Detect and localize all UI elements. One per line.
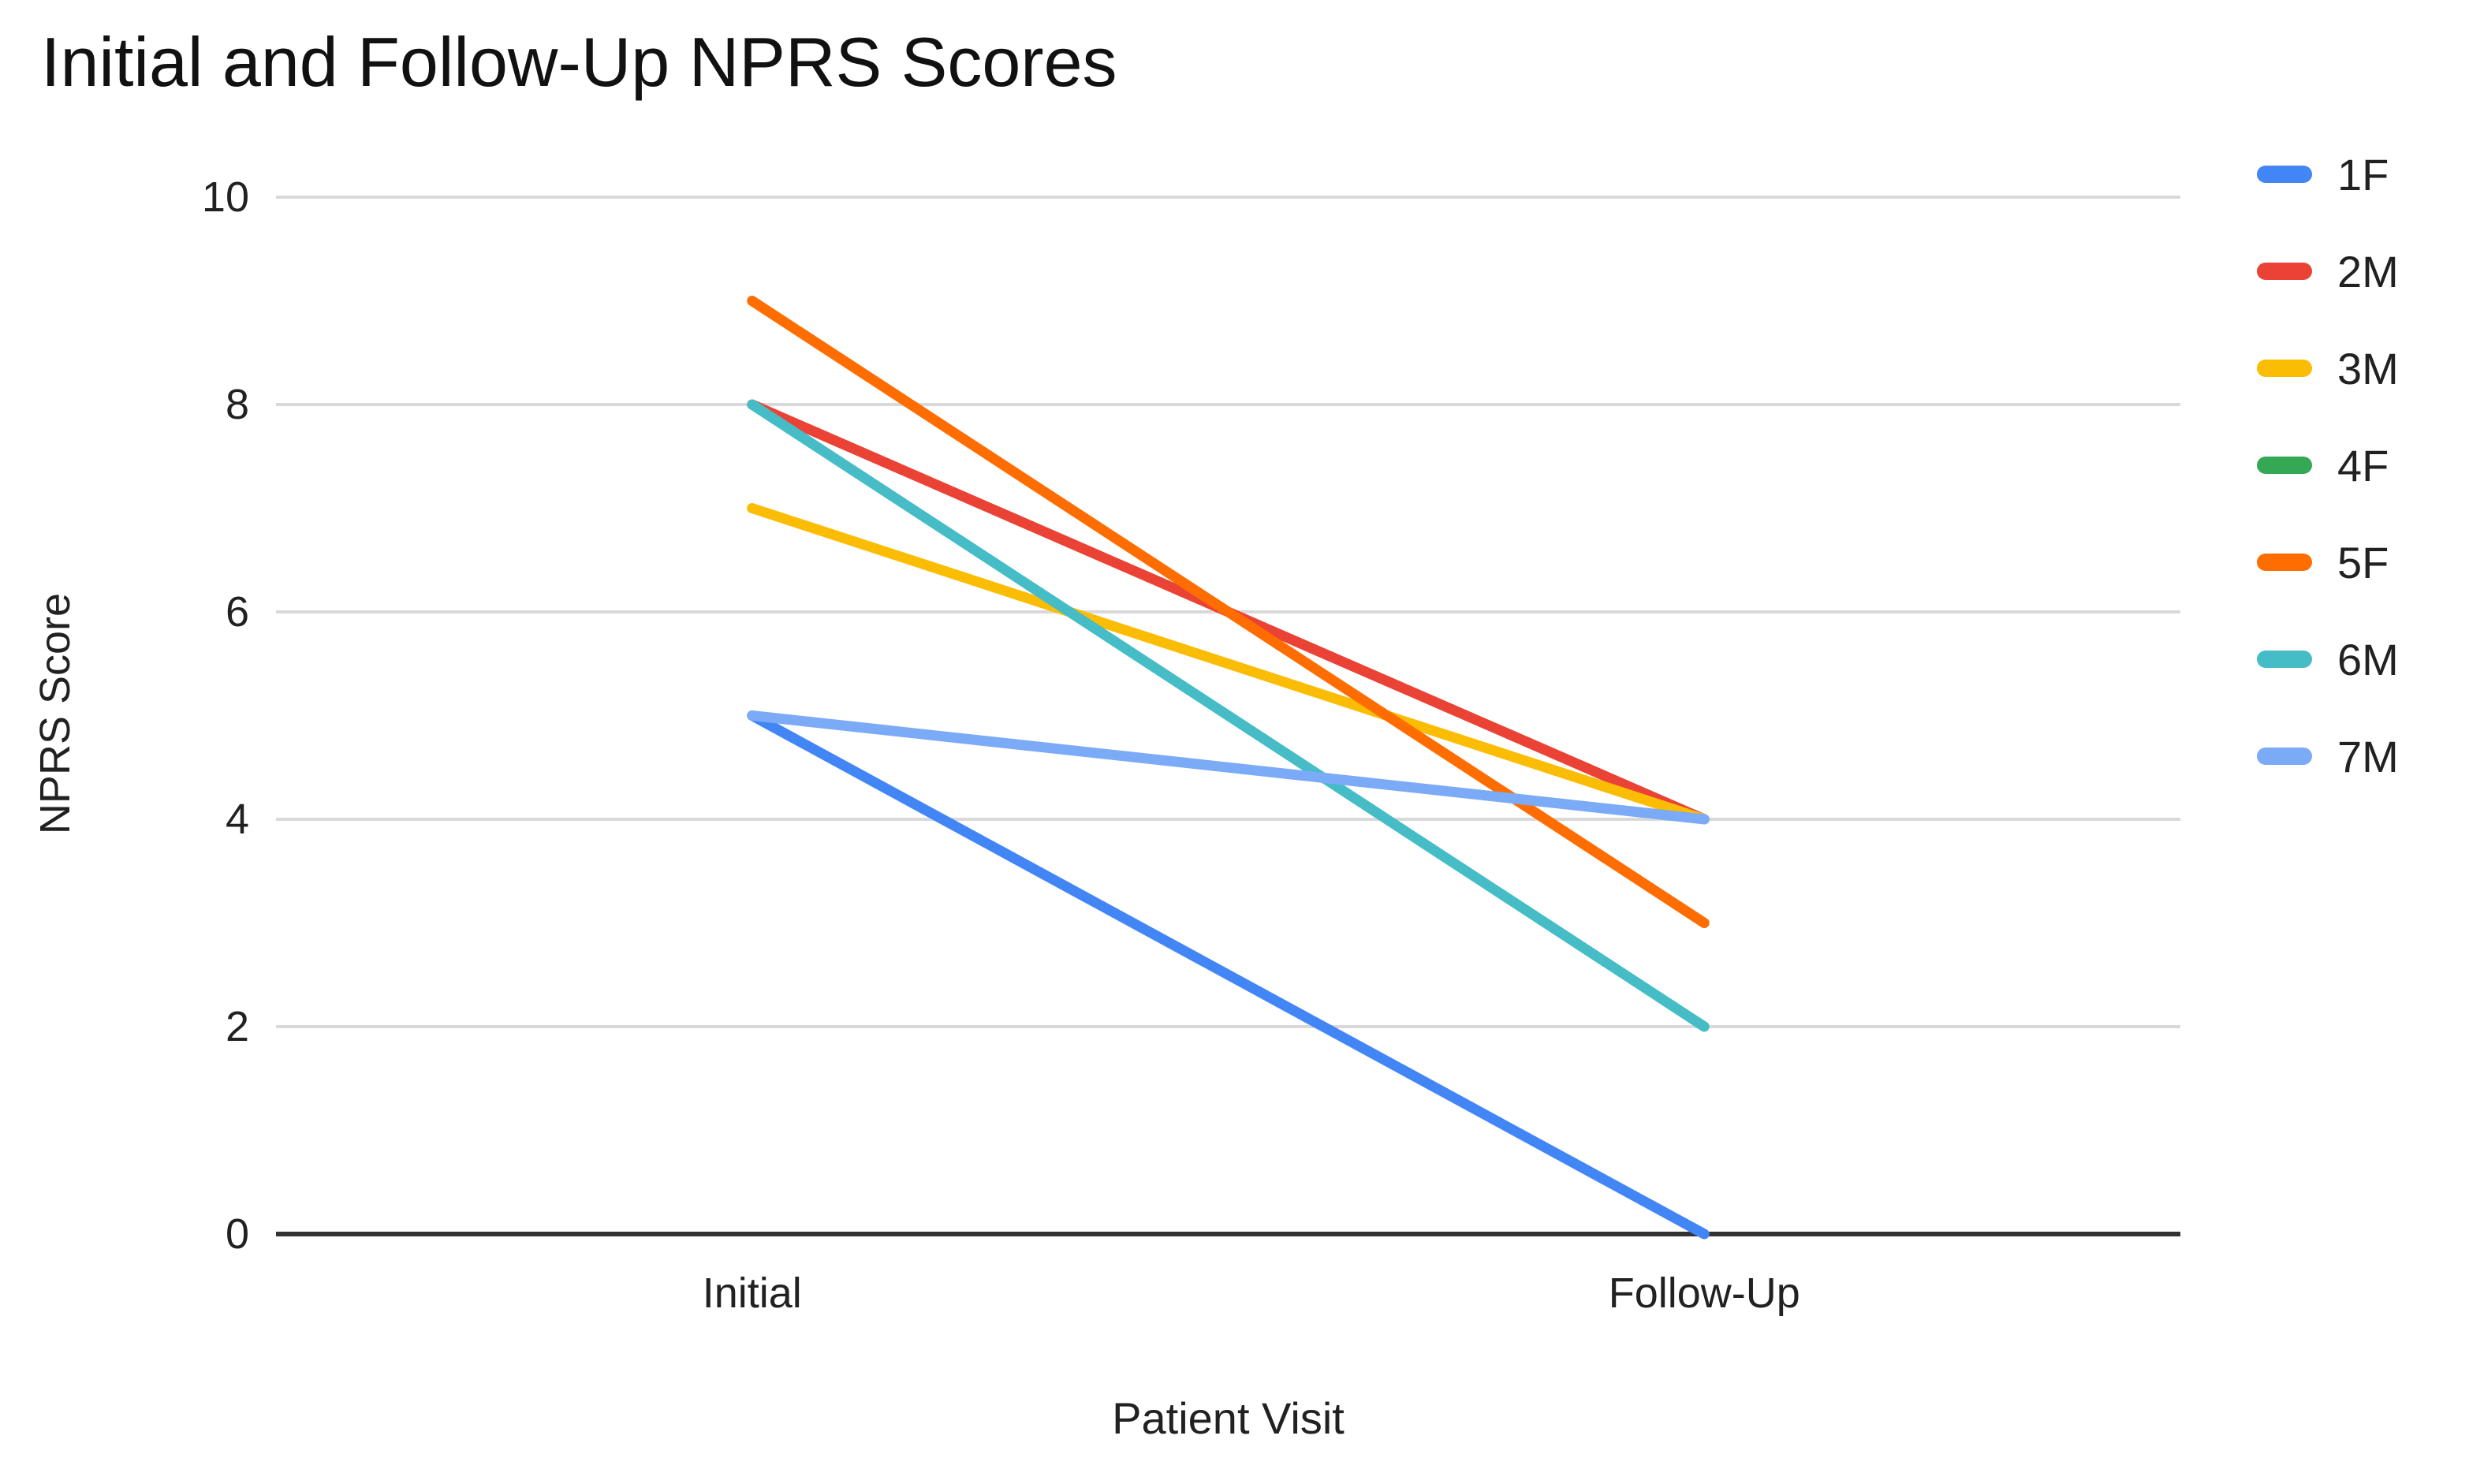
legend-label-2M: 2M (2337, 246, 2399, 296)
legend-item-3M: 3M (2257, 343, 2399, 393)
legend-swatch-6M (2257, 651, 2312, 668)
legend-label-4F: 4F (2337, 440, 2389, 490)
legend: 1F 2M 3M 4F 5F 6M 7M (2257, 149, 2399, 830)
y-axis-title: NPRS Score (32, 592, 79, 835)
series-line-1F (747, 710, 1710, 1240)
legend-label-3M: 3M (2337, 343, 2399, 393)
legend-item-5F: 5F (2257, 537, 2399, 587)
x-tick-label-follow-up: Follow-Up (1609, 1270, 1800, 1317)
legend-swatch-5F (2257, 554, 2312, 571)
series-line-7M (747, 710, 1710, 825)
x-tick-label-initial: Initial (703, 1270, 802, 1317)
legend-swatch-4F (2257, 457, 2312, 474)
legend-swatch-1F (2257, 166, 2312, 183)
legend-item-1F: 1F (2257, 149, 2399, 199)
legend-item-7M: 7M (2257, 731, 2399, 781)
series-line-5F (747, 296, 1710, 928)
series-line-3M (747, 503, 1710, 825)
y-tick-label-6: 6 (226, 588, 249, 636)
y-tick-label-8: 8 (226, 381, 249, 428)
series-line-6M (747, 399, 1710, 1032)
legend-item-4F: 4F (2257, 440, 2399, 490)
y-tick-label-4: 4 (226, 796, 249, 843)
legend-item-6M: 6M (2257, 634, 2399, 684)
legend-swatch-7M (2257, 748, 2312, 765)
legend-item-2M: 2M (2257, 246, 2399, 296)
legend-swatch-2M (2257, 263, 2312, 280)
y-tick-label-10: 10 (202, 173, 249, 221)
legend-label-1F: 1F (2337, 149, 2389, 199)
legend-label-5F: 5F (2337, 537, 2389, 587)
legend-label-7M: 7M (2337, 731, 2399, 781)
chart-title: Initial and Follow-Up NPRS Scores (41, 23, 1117, 101)
legend-label-6M: 6M (2337, 634, 2399, 684)
y-tick-label-2: 2 (226, 1003, 249, 1050)
legend-swatch-3M (2257, 360, 2312, 377)
y-tick-label-0: 0 (226, 1210, 249, 1258)
x-axis-title: Patient Visit (1112, 1393, 1345, 1443)
